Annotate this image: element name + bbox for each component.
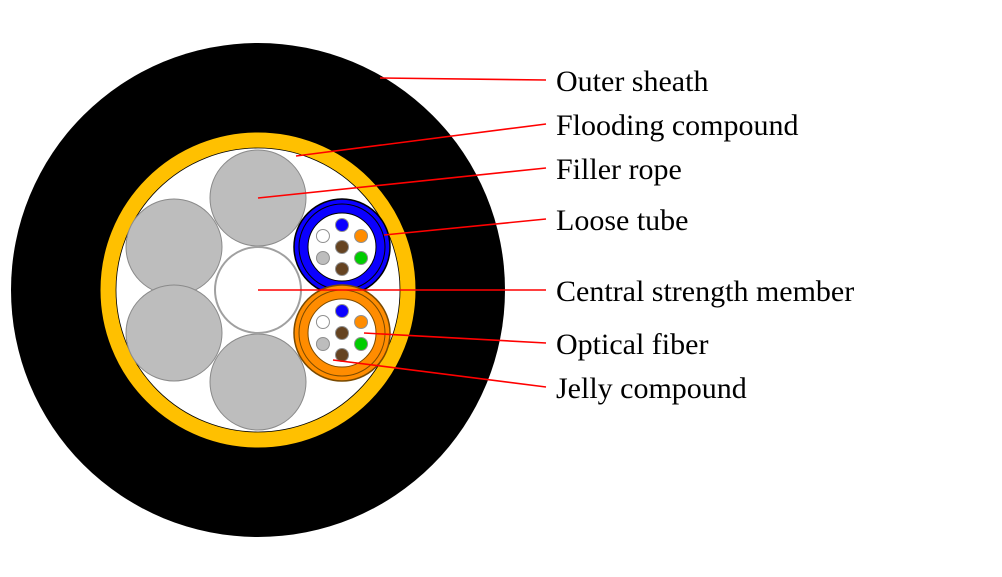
optical-fiber [336,327,349,340]
optical-fiber [316,252,329,265]
optical-fiber [316,316,329,329]
leader-line-outer_sheath [380,78,546,80]
optical-fiber [336,219,349,232]
filler-rope [126,285,222,381]
optical-fiber [336,305,349,318]
optical-fiber [336,241,349,254]
optical-fiber [336,349,349,362]
optical-fiber [355,338,368,351]
optical-fiber [355,252,368,265]
label-filler_rope: Filler rope [556,153,682,186]
optical-fiber [336,263,349,276]
optical-fiber [316,230,329,243]
optical-fiber [316,338,329,351]
label-flooding_compound: Flooding compound [556,109,799,142]
label-central_strength_member: Central strength member [556,275,854,308]
filler-rope [126,199,222,295]
optical-fiber [355,316,368,329]
label-optical_fiber: Optical fiber [556,328,708,361]
optical-fiber [355,230,368,243]
filler-rope [210,334,306,430]
label-outer_sheath: Outer sheath [556,65,708,98]
diagram-canvas: Outer sheath Flooding compound Filler rope… [0,0,1002,577]
label-jelly_compound: Jelly compound [556,372,747,405]
label-loose_tube: Loose tube [556,204,688,237]
